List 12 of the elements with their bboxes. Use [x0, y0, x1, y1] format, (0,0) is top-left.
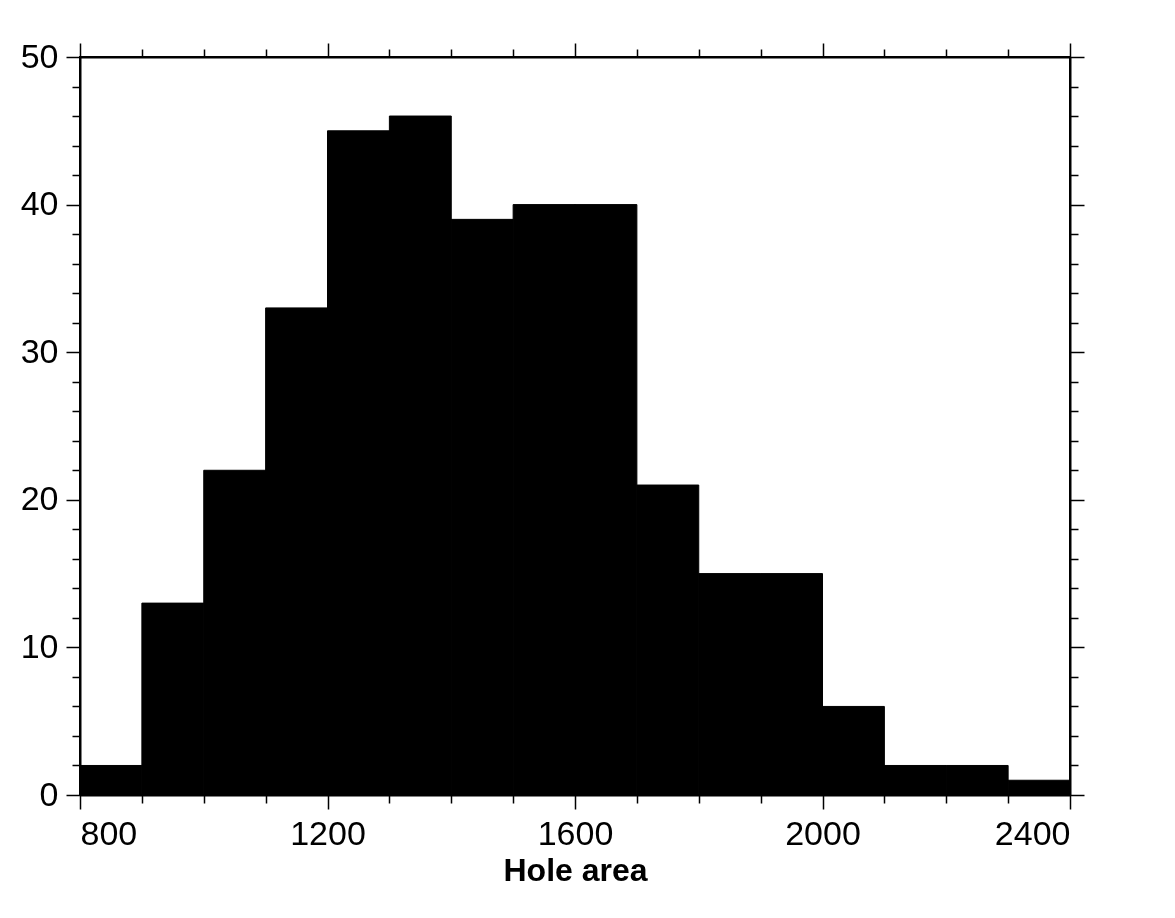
x-tick-label: 2400: [994, 813, 1071, 852]
x-tick-label: 1200: [290, 813, 366, 852]
x-axis-title: Hole area: [503, 851, 648, 888]
y-tick-label: 30: [20, 331, 59, 370]
x-tick-label: 1600: [537, 813, 614, 852]
x-tick-label: 2000: [785, 813, 861, 852]
y-tick-label: 0: [39, 774, 59, 813]
y-tick-label: 40: [20, 184, 59, 223]
y-tick-label: 10: [20, 626, 59, 665]
y-tick-label: 20: [20, 479, 59, 518]
x-tick-label: 800: [80, 813, 138, 852]
y-tick-label: 50: [20, 36, 59, 75]
